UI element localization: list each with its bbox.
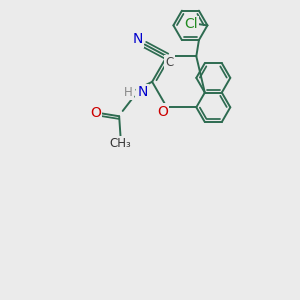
Text: O: O bbox=[157, 105, 168, 119]
Text: Cl: Cl bbox=[184, 17, 198, 31]
Text: C: C bbox=[165, 56, 173, 69]
Text: O: O bbox=[90, 106, 101, 120]
Text: N: N bbox=[132, 32, 142, 46]
Text: H: H bbox=[124, 85, 132, 99]
Text: N: N bbox=[137, 85, 148, 99]
Text: CH₃: CH₃ bbox=[110, 137, 131, 150]
